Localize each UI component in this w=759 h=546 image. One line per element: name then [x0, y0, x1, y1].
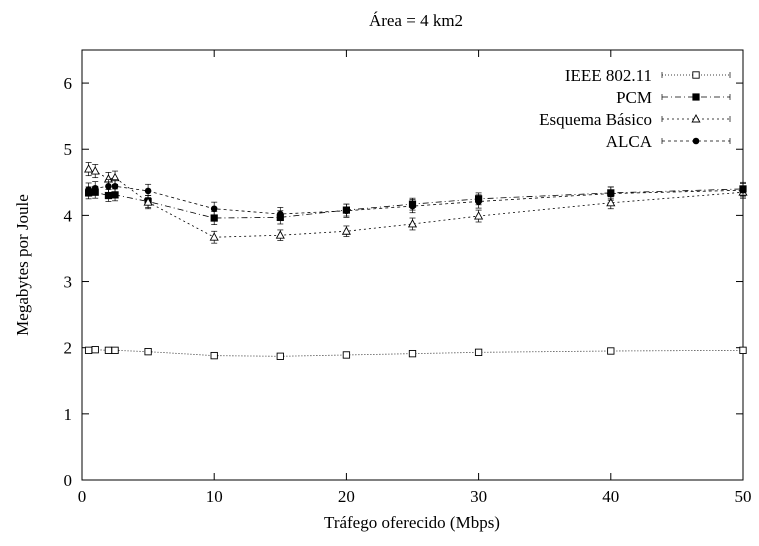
data-point	[90, 166, 100, 175]
data-point	[275, 230, 285, 239]
x-tick-label: 40	[602, 487, 619, 506]
data-point	[144, 348, 152, 356]
y-tick-label: 6	[64, 74, 73, 93]
data-point	[408, 349, 417, 358]
data-point	[111, 182, 119, 190]
legend-label: ALCA	[606, 132, 653, 151]
data-point	[277, 210, 284, 218]
x-tick-label: 30	[470, 487, 487, 506]
legend-label: Esquema Básico	[539, 110, 652, 129]
data-point	[474, 211, 484, 220]
data-point	[144, 187, 152, 195]
data-point	[111, 346, 119, 354]
y-tick-label: 3	[64, 273, 73, 292]
data-point	[143, 197, 153, 206]
data-point	[84, 164, 94, 173]
legend-marker	[691, 114, 701, 123]
data-point	[91, 184, 99, 192]
x-tick-label: 0	[78, 487, 87, 506]
data-point	[104, 346, 113, 354]
data-point	[85, 186, 92, 193]
data-point	[210, 205, 218, 213]
x-axis: 0 10 20 30 40 50	[78, 50, 752, 506]
data-point	[606, 197, 616, 207]
data-point	[276, 352, 284, 360]
data-point	[210, 214, 218, 222]
legend-marker	[692, 93, 700, 101]
x-axis-label: Tráfego oferecido (Mbps)	[324, 513, 500, 532]
data-point	[210, 351, 218, 360]
legend-marker	[692, 137, 700, 145]
data-point	[607, 347, 615, 355]
series-0	[84, 346, 747, 360]
plot-area-frame	[81, 49, 744, 481]
data-point	[209, 232, 219, 241]
y-tick-label: 2	[64, 339, 73, 358]
data-point	[474, 348, 483, 356]
x-tick-label: 10	[206, 487, 223, 506]
data-point	[739, 186, 747, 194]
data-point	[341, 226, 351, 235]
data-point	[343, 207, 350, 215]
y-tick-label: 1	[64, 405, 73, 424]
data-point	[111, 191, 119, 199]
legend: IEEE 802.11 PCM Esquema Básico ALCA	[539, 66, 731, 151]
y-tick-label: 4	[64, 206, 73, 225]
y-tick-label: 0	[64, 471, 73, 490]
legend-label: IEEE 802.11	[565, 66, 652, 85]
data-point	[409, 202, 416, 210]
series-line	[88, 185, 744, 215]
series-3	[85, 179, 747, 222]
data-point	[84, 346, 93, 354]
data-point	[104, 191, 113, 200]
x-tick-label: 20	[338, 487, 355, 506]
legend-marker	[692, 71, 700, 79]
data-point	[342, 351, 351, 359]
y-axis: 0 1 2 3 4 5 6	[64, 74, 743, 490]
data-point	[91, 346, 99, 354]
series-2	[84, 162, 748, 244]
y-tick-label: 5	[64, 140, 73, 159]
legend-label: PCM	[616, 88, 652, 107]
data-point	[475, 198, 482, 205]
data-point	[739, 346, 747, 354]
data-point	[105, 182, 112, 190]
data-point	[407, 219, 418, 228]
x-tick-label: 50	[735, 487, 752, 506]
data-point	[607, 190, 615, 197]
series-group	[84, 162, 748, 360]
series-1	[85, 181, 747, 225]
chart-title: Área = 4 km2	[369, 11, 463, 30]
y-axis-label: Megabytes por Joule	[13, 194, 32, 336]
